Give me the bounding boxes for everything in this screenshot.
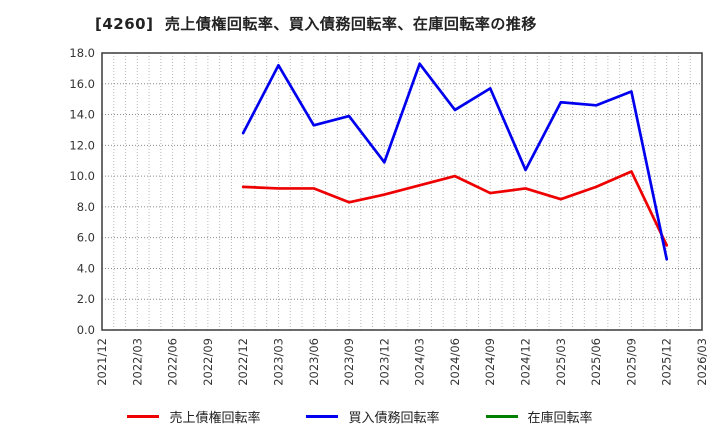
y-tick-label: 14.0 xyxy=(69,108,95,122)
y-tick-label: 10.0 xyxy=(69,169,95,183)
x-tick-label: 2025/03 xyxy=(554,338,568,386)
legend-item-payables-turnover: 買入債務回転率 xyxy=(306,407,440,426)
x-tick-label: 2025/12 xyxy=(660,338,674,386)
legend-label-receivables-turnover: 売上債権回転率 xyxy=(169,410,261,426)
x-tick-label: 2022/06 xyxy=(166,338,180,386)
series-line-0 xyxy=(241,170,669,247)
x-tick-label: 2023/06 xyxy=(307,338,321,386)
legend-label-payables-turnover: 買入債務回転率 xyxy=(348,410,440,426)
chart-title: [4260] 売上債権回転率、買入債務回転率、在庫回転率の推移 xyxy=(95,15,537,33)
x-tick-label: 2023/03 xyxy=(271,338,285,386)
x-tick-label: 2023/12 xyxy=(377,338,391,386)
x-tick-label: 2024/12 xyxy=(519,338,533,386)
y-tick-label: 12.0 xyxy=(69,138,95,152)
series-line-1 xyxy=(241,62,669,261)
y-tick-label: 8.0 xyxy=(77,200,95,214)
x-tick-label: 2022/09 xyxy=(201,338,215,386)
legend-label-inventory-turnover: 在庫回転率 xyxy=(527,410,593,426)
y-tick-label: 18.0 xyxy=(69,46,95,60)
x-tick-label: 2025/06 xyxy=(589,338,603,386)
y-tick-label: 2.0 xyxy=(77,292,95,306)
x-tick-label: 2021/12 xyxy=(95,338,109,386)
legend-swatch-green-line xyxy=(485,414,518,418)
legend-item-receivables-turnover: 売上債権回転率 xyxy=(127,407,260,426)
legend-swatch-red-line xyxy=(127,414,160,418)
x-tick-label: 2024/03 xyxy=(413,338,427,386)
y-tick-label: 16.0 xyxy=(69,77,95,91)
x-tick-label: 2025/09 xyxy=(624,338,638,386)
x-tick-label: 2022/12 xyxy=(236,338,250,386)
y-tick-label: 0.0 xyxy=(77,323,95,337)
x-tick-label: 2026/03 xyxy=(695,338,709,386)
x-tick-label: 2024/09 xyxy=(483,338,497,386)
y-tick-label: 6.0 xyxy=(77,231,95,245)
y-tick-label: 4.0 xyxy=(77,261,95,275)
legend-item-inventory-turnover: 在庫回転率 xyxy=(485,407,593,426)
legend-swatch-blue-line xyxy=(306,414,339,418)
x-tick-label: 2024/06 xyxy=(448,338,462,386)
legend: 売上債権回転率 買入債務回転率 在庫回転率 xyxy=(0,403,720,429)
plot-area: 0.0 2.0 4.0 6.0 8.0 10.0 12.0 14.0 16.0 18.0 2021/… xyxy=(69,46,709,386)
x-tick-label: 2023/09 xyxy=(342,338,356,386)
x-tick-label: 2022/03 xyxy=(130,338,144,386)
plot-border xyxy=(101,52,703,331)
